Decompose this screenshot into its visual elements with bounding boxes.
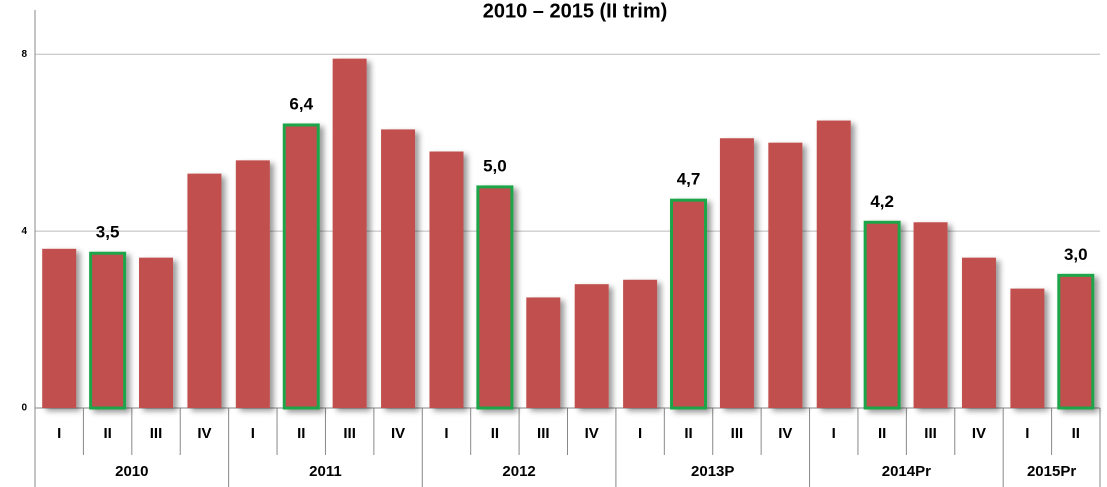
x-tick-label: I bbox=[638, 425, 642, 442]
x-tick-label: IV bbox=[972, 425, 986, 442]
y-tick-label: 8 bbox=[21, 49, 27, 60]
bar bbox=[863, 220, 901, 410]
value-label: 6,4 bbox=[289, 94, 313, 113]
bar bbox=[526, 297, 561, 408]
group-label: 2011 bbox=[309, 463, 342, 480]
bar bbox=[816, 120, 851, 409]
value-label: 3,5 bbox=[96, 223, 120, 242]
x-tick-label: I bbox=[444, 425, 448, 442]
x-tick-label: I bbox=[57, 425, 61, 442]
bar bbox=[719, 138, 754, 408]
x-tick-label: III bbox=[537, 425, 550, 442]
x-tick-label: II bbox=[103, 425, 111, 442]
x-tick-label: I bbox=[832, 425, 836, 442]
bar bbox=[429, 151, 464, 408]
value-label: 4,2 bbox=[870, 192, 894, 211]
value-label: 5,0 bbox=[483, 156, 507, 175]
group-label: 2013P bbox=[691, 463, 734, 480]
bar bbox=[623, 279, 658, 408]
group-label: 2012 bbox=[502, 463, 535, 480]
x-tick-label: II bbox=[1072, 425, 1080, 442]
bar bbox=[1010, 288, 1045, 408]
bar bbox=[381, 129, 416, 408]
x-tick-label: IV bbox=[391, 425, 405, 442]
x-tick-label: II bbox=[491, 425, 499, 442]
y-tick-label: 0 bbox=[21, 403, 27, 414]
bar bbox=[913, 222, 948, 408]
bar bbox=[1057, 273, 1095, 410]
x-tick-label: II bbox=[297, 425, 305, 442]
x-tick-label: IV bbox=[585, 425, 599, 442]
group-label: 2014Pr bbox=[882, 463, 931, 480]
bar bbox=[89, 251, 127, 410]
bar bbox=[235, 160, 270, 408]
x-tick-label: I bbox=[251, 425, 255, 442]
x-tick-label: IV bbox=[778, 425, 792, 442]
x-tick-label: I bbox=[1025, 425, 1029, 442]
bar bbox=[332, 58, 367, 409]
bar bbox=[961, 257, 996, 408]
x-tick-label: III bbox=[924, 425, 937, 442]
x-tick-label: III bbox=[150, 425, 163, 442]
bar bbox=[768, 142, 803, 408]
bar bbox=[574, 284, 609, 408]
bar bbox=[187, 173, 222, 408]
bar bbox=[42, 248, 77, 408]
x-tick-label: III bbox=[343, 425, 356, 442]
bar bbox=[282, 123, 320, 410]
x-tick-label: IV bbox=[197, 425, 211, 442]
bar bbox=[139, 257, 174, 408]
chart-title: 2010 – 2015 (II trim) bbox=[483, 0, 668, 22]
value-label: 4,7 bbox=[677, 170, 701, 189]
x-tick-label: II bbox=[878, 425, 886, 442]
value-label: 3,0 bbox=[1064, 245, 1088, 264]
bar bbox=[670, 198, 708, 410]
bar bbox=[476, 185, 514, 410]
y-tick-label: 4 bbox=[21, 226, 27, 237]
x-tick-label: II bbox=[684, 425, 692, 442]
group-label: 2015Pr bbox=[1027, 463, 1076, 480]
x-tick-label: III bbox=[731, 425, 744, 442]
group-label: 2010 bbox=[115, 463, 148, 480]
